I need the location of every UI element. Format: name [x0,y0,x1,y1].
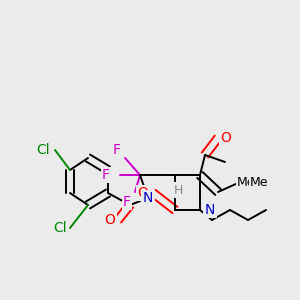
Text: O: O [105,213,116,227]
Text: Cl: Cl [53,221,67,235]
Text: H: H [173,184,183,196]
Text: Me: Me [237,176,255,190]
Text: N: N [205,203,215,217]
Text: N: N [143,191,153,205]
Text: O: O [220,131,231,145]
Text: F: F [102,168,110,182]
Text: F: F [113,143,121,157]
Text: H: H [173,184,183,196]
Text: Me: Me [250,176,268,190]
Text: O: O [138,186,148,200]
Text: F: F [123,195,131,209]
Text: Cl: Cl [36,143,50,157]
